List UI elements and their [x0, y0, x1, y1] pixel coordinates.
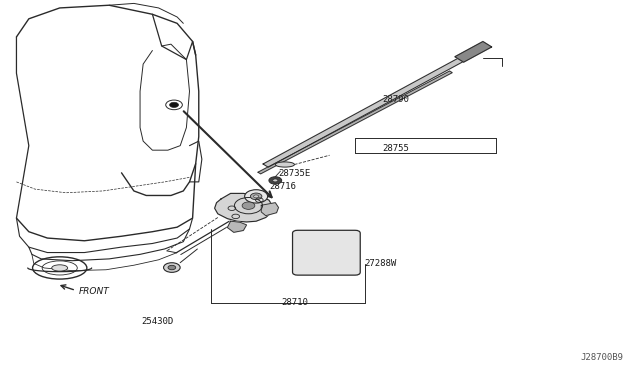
Text: 27288W: 27288W — [365, 259, 397, 268]
Circle shape — [269, 177, 282, 184]
Text: FRONT: FRONT — [79, 288, 109, 296]
Polygon shape — [227, 221, 246, 232]
Circle shape — [244, 190, 268, 203]
Ellipse shape — [275, 162, 294, 167]
Text: J28700B9: J28700B9 — [580, 353, 623, 362]
Circle shape — [253, 195, 259, 198]
Text: 28735E: 28735E — [278, 169, 311, 177]
Text: 28716: 28716 — [269, 182, 296, 190]
Circle shape — [168, 265, 175, 270]
Text: 28710: 28710 — [282, 298, 308, 307]
Circle shape — [273, 179, 278, 182]
Text: 25430D: 25430D — [141, 317, 173, 326]
Circle shape — [242, 202, 255, 209]
Circle shape — [164, 263, 180, 272]
Polygon shape — [455, 42, 492, 62]
Polygon shape — [263, 58, 463, 167]
Polygon shape — [258, 71, 452, 174]
Polygon shape — [261, 203, 278, 216]
Text: 28790: 28790 — [382, 95, 409, 104]
Ellipse shape — [52, 265, 68, 271]
Circle shape — [170, 102, 179, 108]
FancyBboxPatch shape — [292, 230, 360, 275]
Circle shape — [250, 193, 262, 200]
Text: 28755: 28755 — [382, 144, 409, 153]
Polygon shape — [214, 193, 272, 222]
